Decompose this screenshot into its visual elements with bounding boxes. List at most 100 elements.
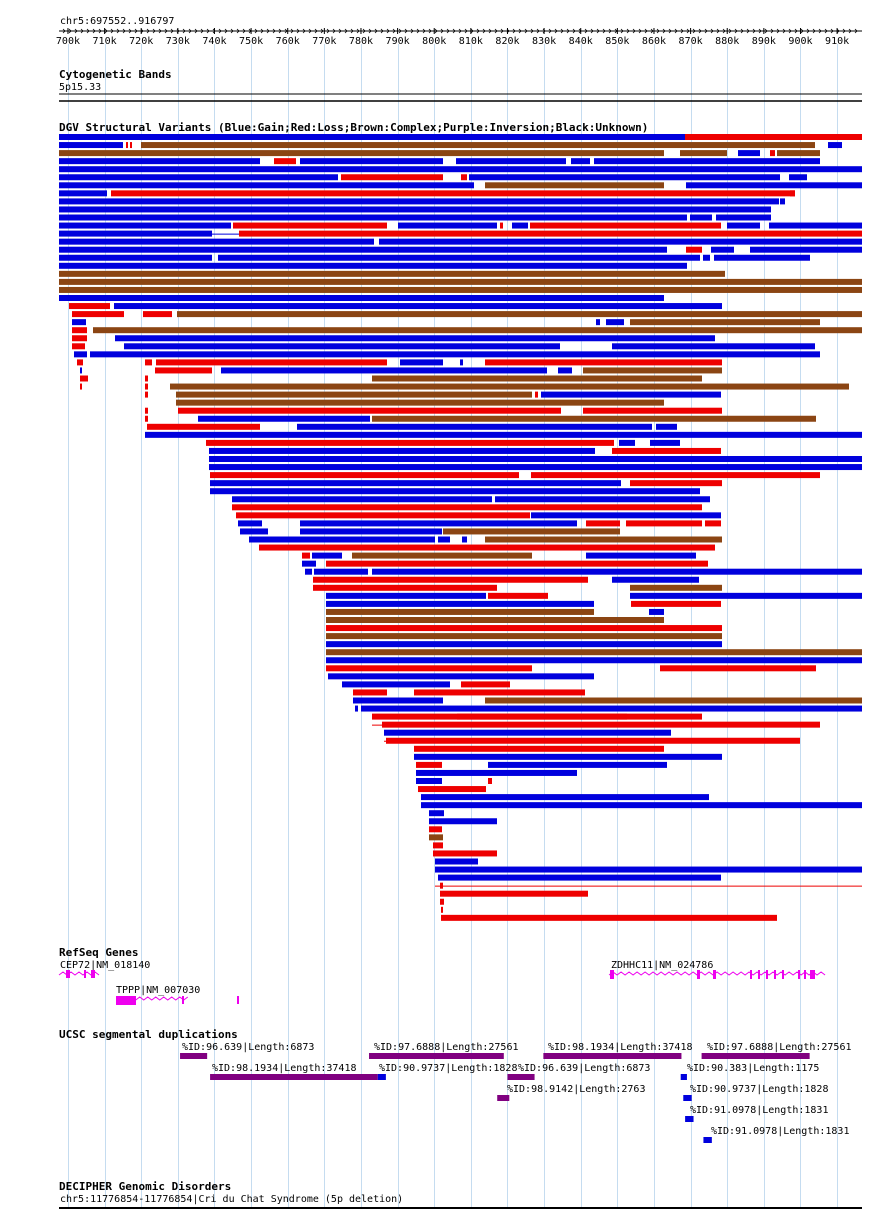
dgv-variant[interactable] (93, 327, 862, 334)
dgv-variant[interactable] (769, 222, 862, 229)
dgv-variant[interactable] (259, 544, 715, 551)
dgv-variant[interactable] (326, 625, 722, 632)
dgv-variant[interactable] (326, 657, 862, 664)
gene-exon-zdhhc11[interactable] (804, 970, 806, 979)
dgv-variant[interactable] (59, 190, 107, 197)
dgv-variant[interactable] (441, 914, 777, 921)
dgv-variant[interactable] (59, 254, 212, 261)
dgv-variant[interactable] (239, 230, 862, 237)
dgv-variant[interactable] (727, 222, 760, 229)
dgv-variant[interactable] (59, 222, 231, 229)
gene-label-cep72[interactable]: CEP72|NM_018140 (60, 960, 150, 971)
dgv-variant[interactable] (488, 761, 667, 768)
dgv-variant[interactable] (686, 182, 862, 189)
dgv-variant[interactable] (594, 158, 820, 165)
segdup-label[interactable]: %ID:98.9142|Length:2763 (507, 1084, 645, 1095)
dgv-variant[interactable] (738, 150, 760, 157)
dgv-variant[interactable] (59, 206, 771, 213)
dgv-variant[interactable] (660, 665, 816, 672)
dgv-variant[interactable] (300, 528, 442, 535)
dgv-variant[interactable] (435, 858, 478, 865)
dgv-variant[interactable] (218, 254, 700, 261)
dgv-variant[interactable] (583, 367, 722, 374)
dgv-variant[interactable] (418, 786, 486, 793)
dgv-variant[interactable] (209, 464, 862, 471)
dgv-variant[interactable] (59, 174, 338, 181)
gene-exon-tppp[interactable] (237, 996, 239, 1004)
dgv-variant[interactable] (249, 536, 435, 543)
dgv-variant[interactable] (460, 359, 463, 366)
segdup-label[interactable]: %ID:96.639|Length:6873 (182, 1042, 314, 1053)
segdup-label[interactable]: %ID:97.6888|Length:27561 (374, 1042, 519, 1053)
segdup-label[interactable]: %ID:98.1934|Length:37418 (548, 1042, 693, 1053)
dgv-variant[interactable] (456, 158, 566, 165)
gene-exon-zdhhc11[interactable] (774, 970, 776, 979)
dgv-variant[interactable] (440, 898, 444, 905)
dgv-variant[interactable] (302, 552, 310, 559)
gene-exon-zdhhc11[interactable] (766, 970, 768, 979)
dgv-variant[interactable] (649, 608, 664, 615)
dgv-variant[interactable] (342, 681, 450, 688)
dgv-variant[interactable] (300, 520, 577, 527)
dgv-variant[interactable] (495, 496, 710, 503)
dgv-variant[interactable] (59, 166, 862, 173)
gene-exon-tppp[interactable] (182, 996, 184, 1004)
gene-exon-zdhhc11[interactable] (782, 970, 784, 979)
segdup-bar[interactable] (180, 1053, 208, 1059)
dgv-variant[interactable] (115, 335, 715, 342)
dgv-variant[interactable] (612, 447, 721, 454)
dgv-variant[interactable] (210, 472, 519, 479)
gene-label-zdhhc11[interactable]: ZDHHC11|NM_024786 (611, 960, 713, 971)
track-title-segdup[interactable]: UCSC segmental duplications (59, 1028, 238, 1041)
dgv-variant[interactable] (130, 142, 132, 149)
dgv-variant[interactable] (512, 222, 528, 229)
dgv-variant[interactable] (145, 407, 148, 414)
dgv-variant[interactable] (326, 617, 664, 623)
dgv-variant[interactable] (558, 367, 572, 374)
dgv-variant[interactable] (500, 222, 503, 229)
dgv-variant[interactable] (414, 689, 585, 696)
dgv-variant[interactable] (59, 230, 212, 237)
dgv-variant[interactable] (206, 439, 614, 446)
dgv-variant[interactable] (355, 705, 358, 712)
dgv-variant[interactable] (462, 536, 467, 543)
dgv-variant[interactable] (59, 182, 474, 189)
dgv-variant[interactable] (828, 142, 842, 149)
dgv-variant[interactable] (531, 472, 820, 479)
dgv-variant[interactable] (326, 592, 486, 599)
segdup-bar[interactable] (543, 1053, 682, 1059)
dgv-variant[interactable] (59, 150, 664, 157)
dgv-variant[interactable] (583, 407, 722, 414)
segdup-bar[interactable] (497, 1095, 510, 1101)
dgv-variant[interactable] (685, 134, 862, 140)
dgv-variant[interactable] (59, 238, 374, 245)
segdup-label[interactable]: %ID:90.383|Length:1175 (687, 1063, 819, 1074)
dgv-variant[interactable] (69, 303, 110, 310)
dgv-variant[interactable] (313, 576, 588, 583)
dgv-variant[interactable] (770, 150, 775, 157)
dgv-variant[interactable] (59, 262, 687, 269)
track-title-refseq[interactable]: RefSeq Genes (59, 946, 138, 959)
dgv-variant[interactable] (485, 359, 722, 366)
dgv-variant[interactable] (461, 174, 467, 181)
dgv-variant[interactable] (74, 351, 87, 358)
dgv-variant[interactable] (433, 850, 497, 857)
dgv-variant[interactable] (612, 576, 699, 583)
dgv-variant[interactable] (72, 327, 87, 334)
dgv-variant[interactable] (143, 311, 172, 318)
segdup-label[interactable]: %ID:91.0978|Length:1831 (711, 1126, 849, 1137)
dgv-variant[interactable] (714, 254, 810, 261)
dgv-variant[interactable] (209, 447, 595, 454)
dgv-variant[interactable] (440, 890, 588, 897)
segdup-bar[interactable] (683, 1095, 692, 1101)
dgv-variant[interactable] (421, 802, 862, 809)
segdup-bar[interactable] (377, 1074, 386, 1080)
dgv-variant[interactable] (80, 375, 88, 382)
gene-exon-zdhhc11[interactable] (697, 970, 700, 979)
dgv-variant[interactable] (626, 520, 702, 527)
dgv-variant[interactable] (485, 536, 722, 543)
dgv-variant[interactable] (305, 568, 312, 575)
dgv-variant[interactable] (531, 512, 721, 519)
dgv-variant[interactable] (72, 343, 85, 350)
segdup-bar[interactable] (369, 1053, 504, 1059)
